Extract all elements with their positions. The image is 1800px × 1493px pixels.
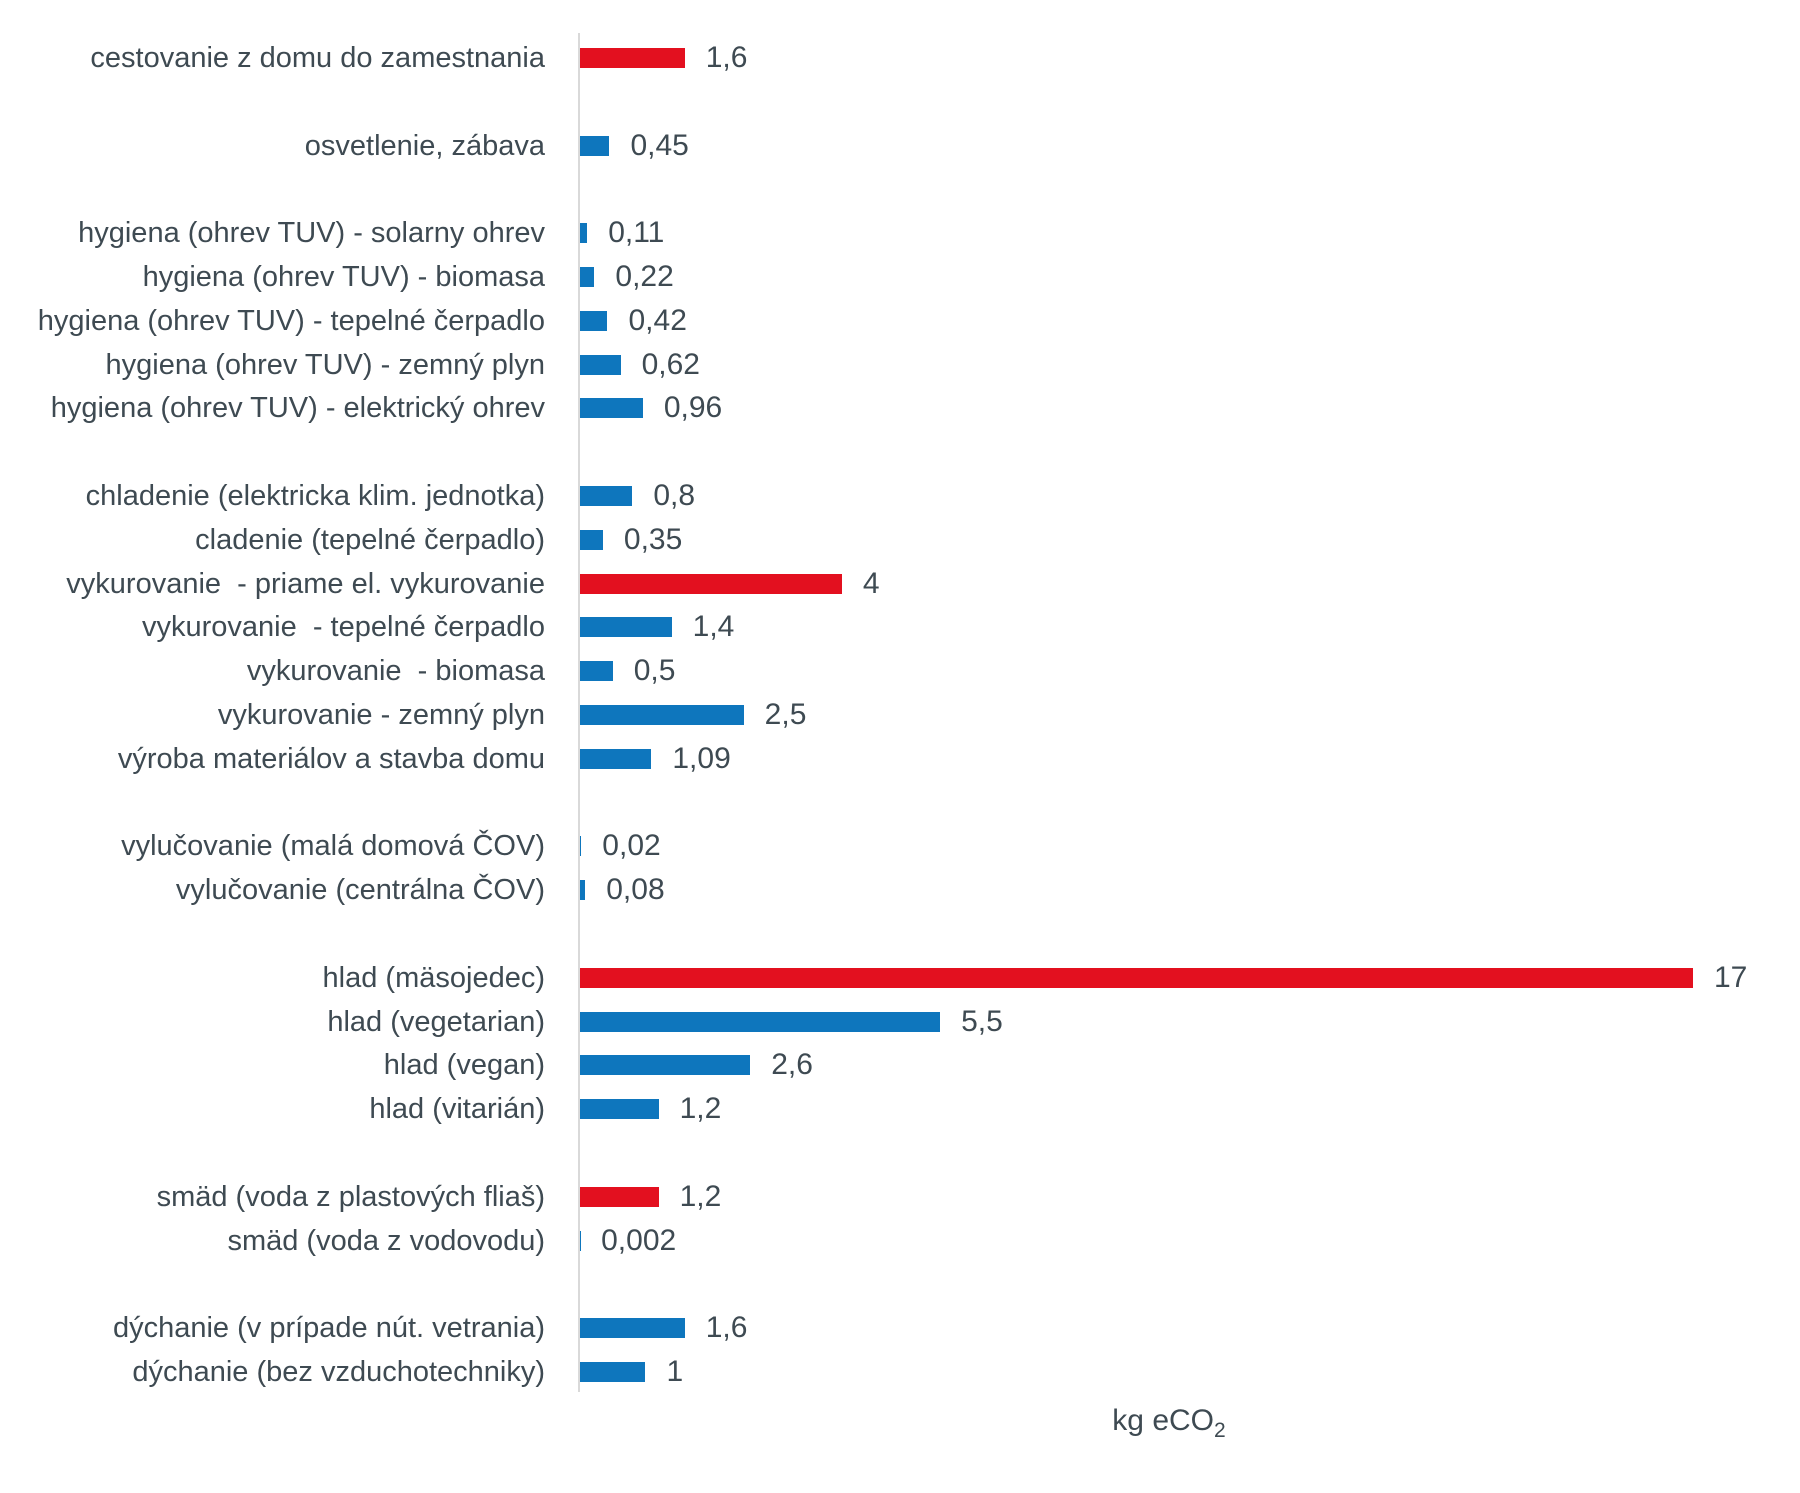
bar xyxy=(580,705,744,725)
bar xyxy=(580,1011,941,1032)
value-label: 1,2 xyxy=(679,1179,722,1213)
value-label: 2,5 xyxy=(764,698,807,731)
category-label: osvetlenie, zábava xyxy=(304,129,545,162)
bar xyxy=(580,1099,659,1120)
bar xyxy=(580,836,582,857)
category-label: chladenie (elektricka klim. jednotka) xyxy=(85,480,545,512)
category-label: dýchanie (v prípade nút. vetrania) xyxy=(112,1312,545,1345)
bar xyxy=(580,223,588,244)
category-label: hygiena (ohrev TUV) - solarny ohrev xyxy=(78,217,545,250)
value-label: 0,35 xyxy=(623,522,683,556)
bar xyxy=(580,267,595,287)
x-axis-title: kg eCO2 xyxy=(969,1404,1369,1442)
bar xyxy=(580,310,608,331)
category-label: vykurovanie - priame el. vykurovanie xyxy=(66,567,545,600)
value-label: 1,4 xyxy=(692,610,735,644)
category-label: smäd (voda z vodovodu) xyxy=(227,1224,545,1257)
bar xyxy=(580,967,1693,988)
category-label: vylučovanie (centrálna ČOV) xyxy=(175,874,545,907)
bar xyxy=(580,1362,646,1382)
bar xyxy=(580,529,603,550)
value-label: 0,02 xyxy=(602,829,661,863)
value-label: 0,22 xyxy=(615,260,674,293)
bar xyxy=(580,1318,685,1339)
value-label: 17 xyxy=(1713,960,1748,994)
value-label: 1,6 xyxy=(705,41,748,74)
value-label: 2,6 xyxy=(771,1048,813,1082)
bar xyxy=(580,398,643,419)
category-label: výroba materiálov a stavba domu xyxy=(117,742,545,775)
value-label: 4 xyxy=(862,566,880,600)
category-label: hygiena (ohrev TUV) - tepelné čerpadlo xyxy=(37,304,545,337)
bar xyxy=(580,573,842,594)
value-label: 0,08 xyxy=(606,873,665,907)
category-label: smäd (voda z plastových fliaš) xyxy=(156,1180,545,1213)
value-label: 0,5 xyxy=(633,654,676,688)
bar xyxy=(580,1055,751,1076)
bar xyxy=(580,661,613,682)
category-label: hygiena (ohrev TUV) - elektrický ohrev xyxy=(50,392,545,425)
value-label: 1,2 xyxy=(679,1092,722,1126)
value-label: 0,45 xyxy=(630,128,689,162)
category-label: hlad (vitarián) xyxy=(369,1093,545,1126)
value-label: 0,002 xyxy=(601,1223,677,1257)
value-label: 5,5 xyxy=(961,1004,1003,1038)
category-label: hlad (mäsojedec) xyxy=(322,961,545,994)
category-label: hygiena (ohrev TUV) - biomasa xyxy=(142,261,545,293)
value-label: 1,09 xyxy=(672,741,731,775)
bar xyxy=(580,486,633,506)
category-label: vykurovanie - biomasa xyxy=(246,655,545,688)
category-label: cladenie (tepelné čerpadlo) xyxy=(195,523,545,556)
category-label: cestovanie z domu do zamestnania xyxy=(90,42,545,74)
bar xyxy=(580,354,621,375)
category-label: hlad (vegan) xyxy=(383,1049,545,1082)
value-label: 0,8 xyxy=(653,479,696,512)
category-label: hlad (vegetarian) xyxy=(327,1005,545,1038)
bar xyxy=(580,135,610,156)
x-axis-title-text: kg eCO xyxy=(1112,1404,1215,1437)
category-label: vykurovanie - tepelné čerpadlo xyxy=(141,611,545,644)
value-label: 0,62 xyxy=(641,347,700,381)
category-label: vylučovanie (malá domová ČOV) xyxy=(121,830,545,863)
value-label: 0,42 xyxy=(628,303,687,337)
value-label: 0,96 xyxy=(663,391,723,425)
bar xyxy=(580,880,586,901)
x-axis-title-subscript: 2 xyxy=(1214,1419,1226,1442)
category-label: vykurovanie - zemný plyn xyxy=(217,699,545,731)
bar xyxy=(580,1186,659,1207)
y-axis-line xyxy=(578,33,580,1392)
category-label: dýchanie (bez vzduchotechniky) xyxy=(132,1356,545,1388)
value-label: 1,6 xyxy=(705,1311,748,1345)
bar xyxy=(580,748,652,769)
category-label: hygiena (ohrev TUV) - zemný plyn xyxy=(105,348,545,381)
value-label: 0,11 xyxy=(608,216,665,250)
bar xyxy=(580,48,685,68)
value-label: 1 xyxy=(666,1355,684,1388)
bar xyxy=(580,617,672,638)
